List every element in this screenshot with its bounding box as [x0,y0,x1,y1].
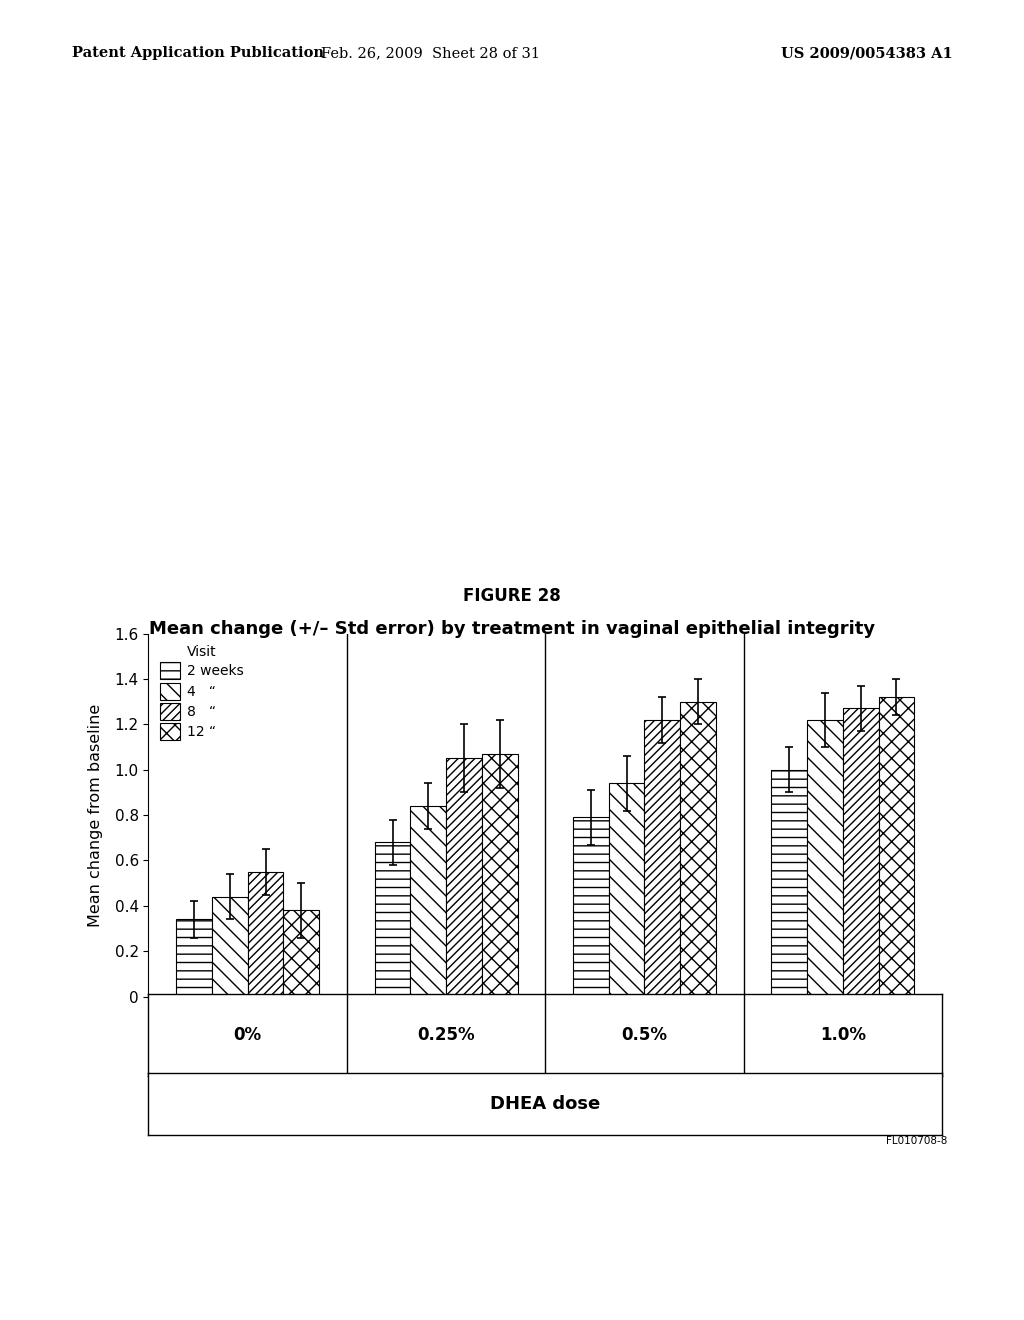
Bar [212,896,248,997]
Y-axis label: Mean change from baseline: Mean change from baseline [88,704,103,927]
Text: DHEA dose: DHEA dose [490,1096,600,1113]
Text: FIGURE 28: FIGURE 28 [463,587,561,606]
Text: 0.25%: 0.25% [417,1026,475,1044]
Text: Feb. 26, 2009  Sheet 28 of 31: Feb. 26, 2009 Sheet 28 of 31 [321,46,540,61]
Bar [248,871,284,997]
Bar [411,807,446,997]
Bar [176,920,212,997]
Bar [482,754,517,997]
Text: 0%: 0% [233,1026,262,1044]
Bar [644,719,680,997]
Bar [879,697,914,997]
Text: Patent Application Publication: Patent Application Publication [72,46,324,61]
Bar [680,702,716,997]
Bar [573,817,608,997]
Text: 0.5%: 0.5% [622,1026,668,1044]
Text: FL010708-8: FL010708-8 [886,1135,947,1146]
Legend: 2 weeks, 4   “, 8   “, 12 “: 2 weeks, 4 “, 8 “, 12 “ [156,640,248,744]
Bar [771,770,807,997]
Bar [608,783,644,997]
Bar [843,709,879,997]
Bar [375,842,411,997]
Text: Mean change (+/– Std error) by treatment in vaginal epithelial integrity: Mean change (+/– Std error) by treatment… [148,620,876,639]
Bar [807,719,843,997]
Text: 1.0%: 1.0% [820,1026,866,1044]
Text: US 2009/0054383 A1: US 2009/0054383 A1 [780,46,952,61]
Bar [446,759,482,997]
Bar [284,911,319,997]
